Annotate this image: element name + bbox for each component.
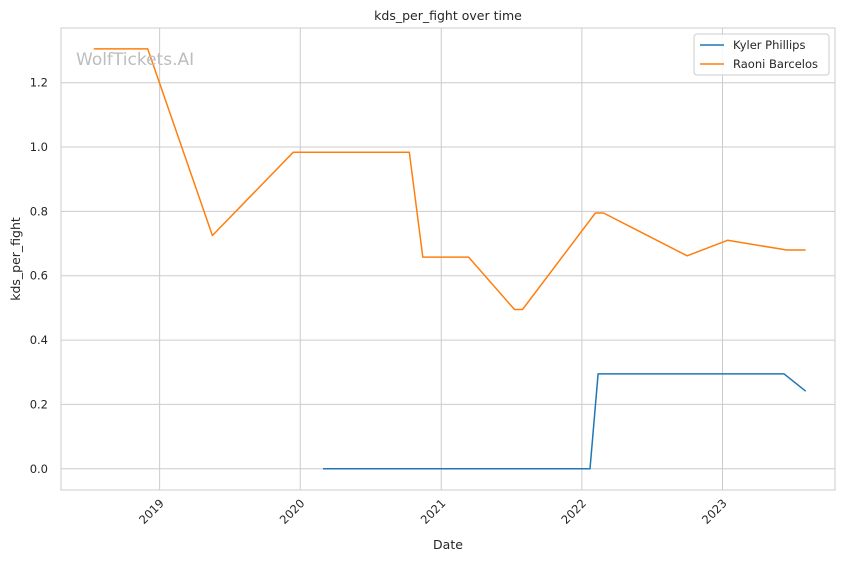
plot-frame (60, 27, 836, 491)
watermark: WolfTickets.AI (76, 50, 194, 70)
legend: Kyler Phillips Raoni Barcelos (693, 33, 830, 76)
grid (61, 28, 835, 490)
y-tick-label: 0.8 (30, 204, 48, 218)
y-tick-label: 1.0 (30, 140, 48, 154)
y-tick-label: 1.2 (30, 76, 48, 90)
legend-label-kyler-phillips: Kyler Phillips (733, 38, 805, 52)
legend-label-raoni-barcelos: Raoni Barcelos (733, 57, 818, 71)
series-line-kyler-phillips (323, 373, 807, 470)
y-tick-label: 0.6 (30, 269, 48, 283)
chart-title: kds_per_fight over time (374, 8, 522, 23)
series-line-raoni-barcelos (93, 48, 806, 311)
series-lines (93, 48, 807, 470)
y-axis-label: kds_per_fight (8, 217, 23, 301)
x-axis-label: Date (433, 537, 463, 552)
y-tick-label: 0.4 (30, 333, 48, 347)
y-tick-label: 0.2 (30, 397, 48, 411)
y-tick-label: 0.0 (30, 462, 48, 476)
legend-box (693, 33, 830, 76)
